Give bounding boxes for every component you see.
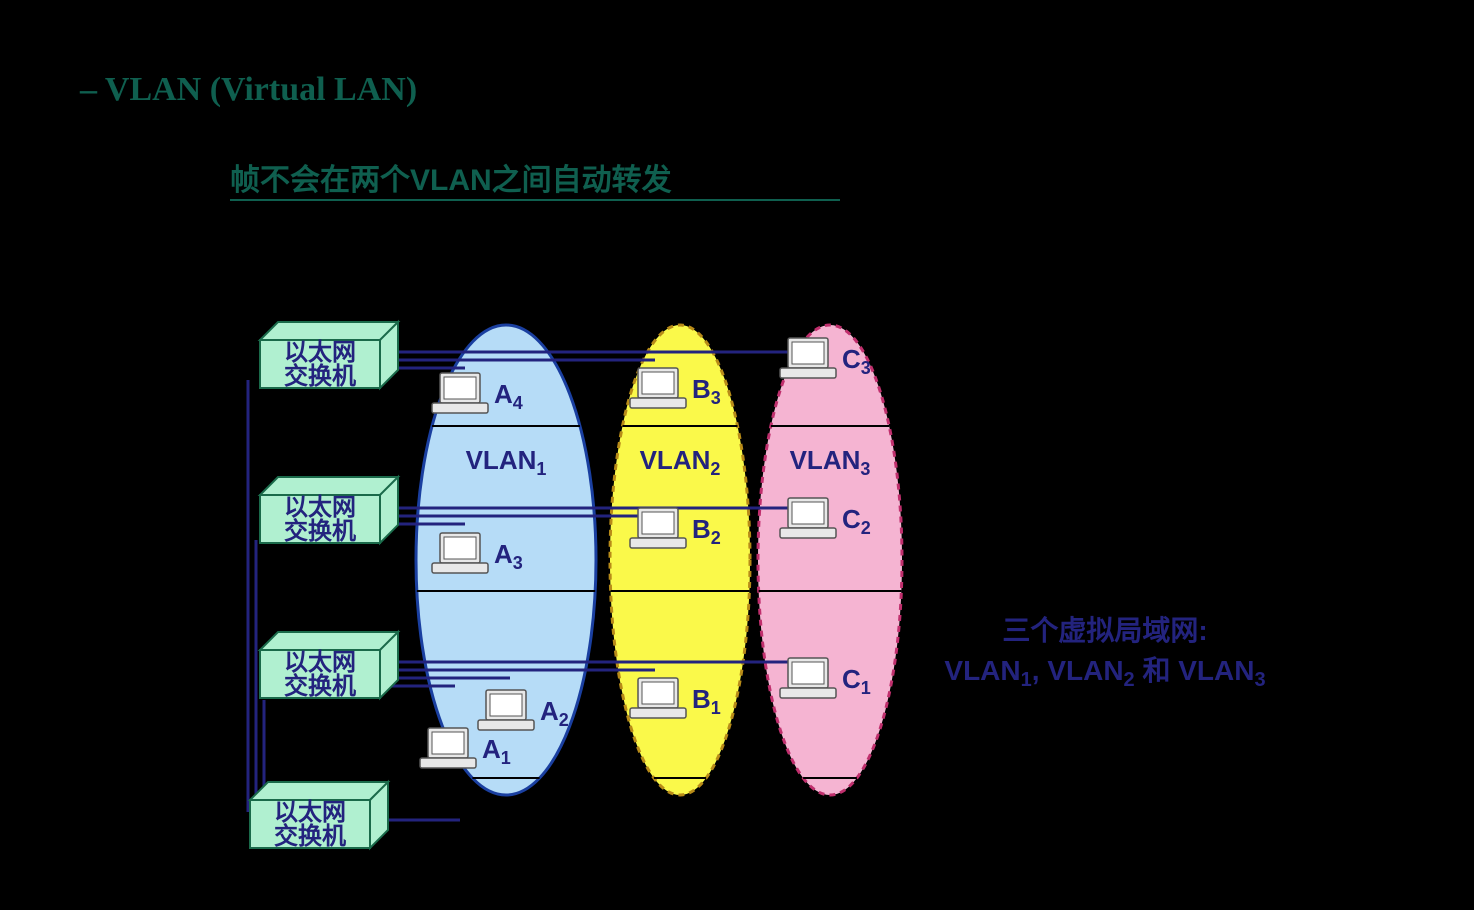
- switch-label-line1: 以太网: [284, 494, 356, 521]
- computer-C1: C1: [780, 658, 871, 698]
- switch-label-line2: 交换机: [284, 517, 356, 545]
- computer-label-C3: C3: [842, 344, 871, 378]
- computer-B3: B3: [630, 368, 721, 408]
- switch-sw1: 以太网交换机: [260, 322, 398, 390]
- computer-B1: B1: [630, 678, 721, 718]
- switch-label-line2: 交换机: [274, 822, 346, 850]
- computer-A4: A4: [432, 373, 523, 413]
- caption-line1: 三个虚拟局域网:: [1002, 615, 1207, 646]
- switch-label-line2: 交换机: [284, 672, 356, 700]
- computer-C3: C3: [780, 338, 871, 378]
- page-title: – VLAN (Virtual LAN): [79, 71, 417, 108]
- switch-label-line1: 以太网: [284, 339, 356, 366]
- computer-A3: A3: [432, 533, 523, 573]
- vlan-ellipse-vlan3: [758, 325, 902, 795]
- caption-line2: VLAN1, VLAN2 和 VLAN3: [944, 655, 1265, 691]
- vlan-label-vlan2: VLAN2: [640, 445, 721, 479]
- vlan-label-vlan1: VLAN1: [466, 445, 547, 479]
- switch-sw4: 以太网交换机: [250, 782, 388, 850]
- switches: 以太网交换机以太网交换机以太网交换机以太网交换机: [250, 322, 398, 850]
- vlan-labels: VLAN1 VLAN2 VLAN3: [466, 445, 871, 479]
- subtitle-text: 帧不会在两个VLAN之间自动转发: [230, 163, 672, 197]
- vlan-ellipse-vlan2: [610, 325, 750, 795]
- switch-sw2: 以太网交换机: [260, 477, 398, 545]
- switch-label-line1: 以太网: [284, 649, 356, 676]
- vlan-label-vlan3: VLAN3: [790, 445, 871, 479]
- switch-sw3: 以太网交换机: [260, 632, 398, 700]
- computer-A1: A1: [420, 728, 511, 768]
- computer-B2: B2: [630, 508, 721, 548]
- switch-label-line1: 以太网: [274, 799, 346, 826]
- switch-label-line2: 交换机: [284, 362, 356, 390]
- caption: 三个虚拟局域网: VLAN1, VLAN2 和 VLAN3: [944, 615, 1265, 691]
- computer-C2: C2: [780, 498, 871, 538]
- computer-A2: A2: [478, 690, 569, 730]
